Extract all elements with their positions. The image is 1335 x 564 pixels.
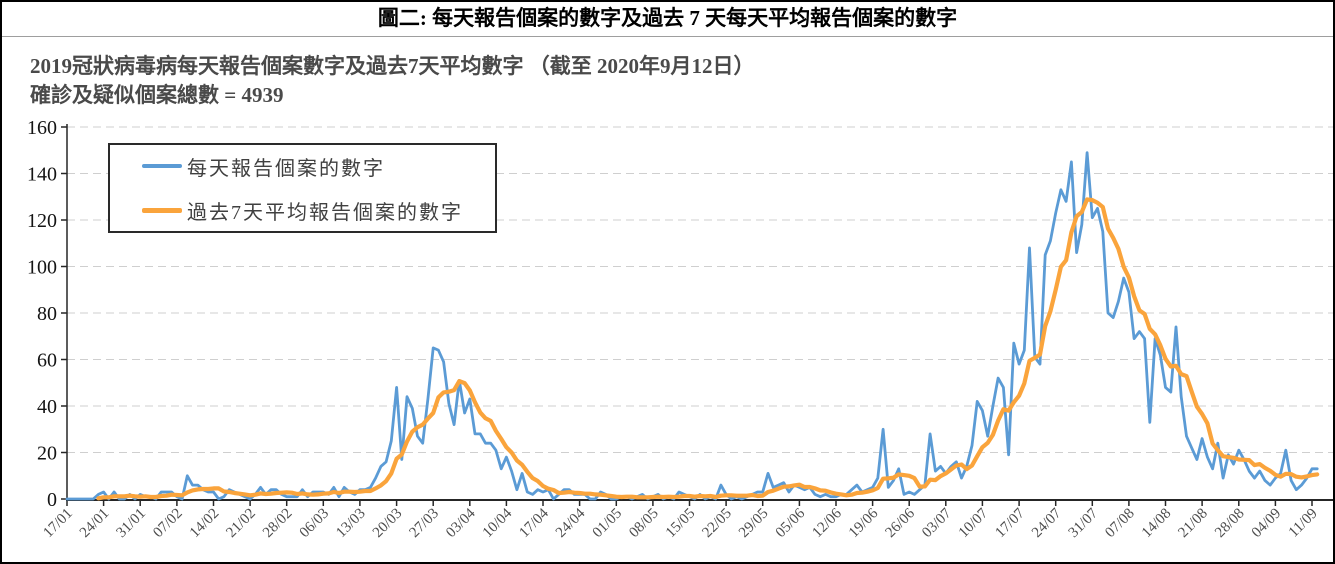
x-axis-tick-label: 05/06	[773, 505, 809, 541]
x-axis-tick-label: 07/08	[1102, 506, 1137, 541]
y-axis-tick-label: 80	[37, 303, 57, 325]
x-axis-tick-label: 26/06	[883, 505, 919, 541]
legend-item-daily: 每天報告個案的數字	[142, 152, 495, 181]
subtitle-line-2: 確診及疑似個案總數 = 4939	[30, 83, 284, 107]
daily-series-swatch	[142, 164, 182, 168]
x-axis-tick-label: 08/05	[626, 506, 661, 541]
x-axis-tick-label: 10/04	[480, 505, 516, 541]
chart-legend: 每天報告個案的數字 過去7天平均報告個案的數字	[108, 143, 497, 233]
x-axis-tick-label: 22/05	[699, 506, 734, 541]
x-axis-tick-label: 17/04	[516, 505, 552, 541]
y-axis-tick-label: 40	[37, 396, 57, 418]
y-axis-tick-label: 0	[47, 489, 57, 511]
y-axis-tick-label: 20	[37, 443, 57, 465]
y-axis-tick-label: 120	[27, 210, 57, 232]
x-axis-tick-label: 24/07	[1029, 505, 1065, 541]
x-axis-tick-label: 14/08	[1139, 506, 1174, 541]
x-axis-tick-label: 28/02	[260, 506, 295, 541]
x-axis-tick-label: 06/03	[297, 506, 332, 541]
x-axis-tick-label: 24/01	[77, 506, 112, 541]
x-axis-tick-label: 10/07	[956, 505, 992, 541]
x-axis-tick-label: 12/06	[809, 505, 845, 541]
x-axis-tick-label: 17/01	[40, 506, 75, 541]
x-axis-tick-label: 19/06	[846, 505, 882, 541]
x-axis-tick-label: 03/07	[919, 505, 955, 541]
chart-subtitle: 2019冠狀病毒病每天報告個案數字及過去7天平均數字 （截至 2020年9月12…	[30, 52, 755, 110]
x-axis-tick-label: 14/02	[187, 506, 222, 541]
avg7-series-swatch	[142, 207, 182, 213]
y-axis-tick-label: 100	[27, 257, 57, 279]
x-axis-tick-label: 21/02	[223, 506, 258, 541]
subtitle-line-1: 2019冠狀病毒病每天報告個案數字及過去7天平均數字 （截至 2020年9月12…	[30, 54, 755, 78]
legend-label-average: 過去7天平均報告個案的數字	[187, 201, 463, 224]
x-axis-tick-label: 31/07	[1066, 505, 1102, 541]
x-axis-tick-label: 15/05	[663, 506, 698, 541]
x-axis-tick-label: 11/09	[1286, 506, 1321, 541]
x-axis-tick-label: 20/03	[370, 506, 405, 541]
x-axis-tick-label: 24/04	[553, 505, 589, 541]
x-axis-tick-label: 01/05	[590, 506, 625, 541]
x-axis-tick-label: 21/08	[1175, 506, 1210, 541]
x-axis-tick-label: 27/03	[407, 506, 442, 541]
x-axis-tick-label: 31/01	[114, 506, 149, 541]
x-axis-tick-label: 28/08	[1212, 506, 1247, 541]
legend-label-daily: 每天報告個案的數字	[187, 157, 385, 180]
y-axis-tick-label: 60	[37, 350, 57, 372]
figure-title: 圖二: 每天報告個案的數字及過去 7 天每天平均報告個案的數字	[2, 2, 1333, 37]
x-axis-tick-label: 03/04	[443, 505, 479, 541]
avg7-series-line	[96, 197, 1320, 501]
x-axis-tick-label: 13/03	[333, 506, 368, 541]
x-axis-tick-label: 17/07	[992, 505, 1028, 541]
y-axis-tick-label: 140	[27, 164, 57, 186]
x-axis-tick-label: 04/09	[1249, 506, 1284, 541]
x-axis-tick-label: 29/05	[736, 506, 771, 541]
legend-item-average: 過去7天平均報告個案的數字	[142, 196, 495, 225]
x-axis-tick-label: 07/02	[150, 506, 185, 541]
y-axis-tick-label: 160	[27, 117, 57, 139]
